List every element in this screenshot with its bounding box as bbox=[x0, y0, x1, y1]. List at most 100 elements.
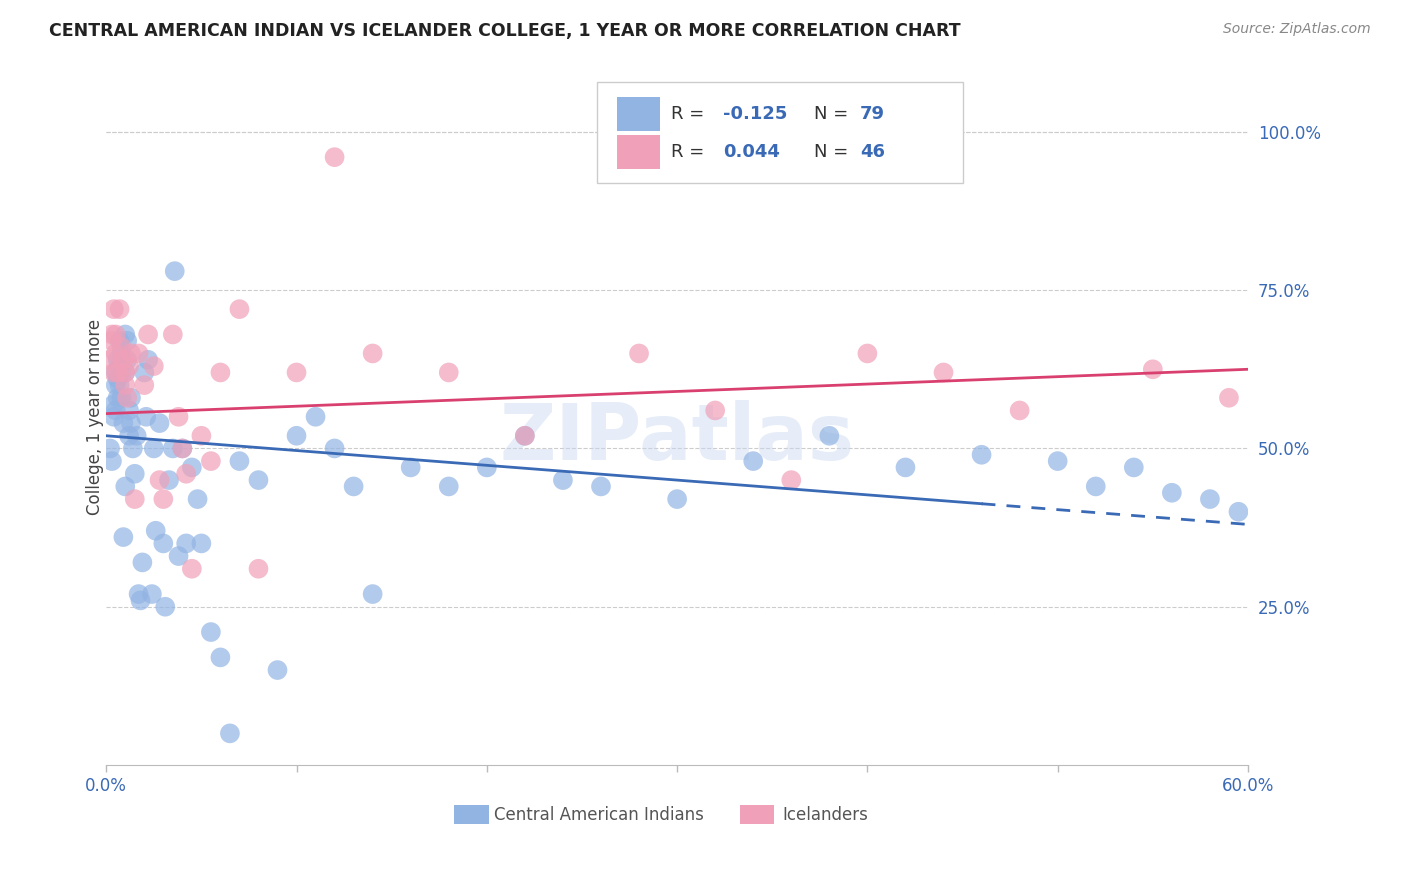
Point bbox=[142, 359, 165, 373]
Point bbox=[1046, 454, 1069, 468]
Point bbox=[157, 473, 180, 487]
Point bbox=[118, 429, 141, 443]
Point bbox=[475, 460, 498, 475]
Point bbox=[343, 479, 366, 493]
Point bbox=[110, 346, 132, 360]
Point bbox=[110, 366, 132, 380]
Point bbox=[1142, 362, 1164, 376]
Point bbox=[399, 460, 422, 475]
Point bbox=[114, 366, 136, 380]
Point bbox=[780, 473, 803, 487]
Point bbox=[856, 346, 879, 360]
Point bbox=[361, 346, 384, 360]
Point bbox=[361, 587, 384, 601]
Point bbox=[437, 366, 460, 380]
Y-axis label: College, 1 year or more: College, 1 year or more bbox=[86, 318, 104, 515]
Point bbox=[115, 352, 138, 367]
Point bbox=[266, 663, 288, 677]
Point bbox=[124, 467, 146, 481]
Point bbox=[1227, 505, 1250, 519]
Point bbox=[107, 352, 129, 367]
Point bbox=[162, 327, 184, 342]
Point bbox=[190, 536, 212, 550]
FancyBboxPatch shape bbox=[598, 82, 963, 184]
Point bbox=[219, 726, 242, 740]
Point bbox=[115, 391, 138, 405]
Point bbox=[666, 492, 689, 507]
Point bbox=[180, 460, 202, 475]
Point bbox=[167, 549, 190, 563]
Point bbox=[209, 366, 232, 380]
Point bbox=[628, 346, 651, 360]
Point bbox=[107, 372, 129, 386]
Point bbox=[118, 403, 141, 417]
Point bbox=[818, 429, 841, 443]
Point bbox=[172, 442, 194, 456]
Point bbox=[167, 409, 190, 424]
Point bbox=[104, 403, 127, 417]
Point bbox=[1218, 391, 1240, 405]
Point bbox=[1008, 403, 1031, 417]
Point bbox=[110, 391, 132, 405]
Point bbox=[120, 346, 142, 360]
Text: Source: ZipAtlas.com: Source: ZipAtlas.com bbox=[1223, 22, 1371, 37]
Point bbox=[134, 378, 156, 392]
FancyBboxPatch shape bbox=[454, 805, 489, 824]
Text: Central American Indians: Central American Indians bbox=[495, 806, 704, 824]
Point bbox=[200, 625, 222, 640]
Point bbox=[200, 454, 222, 468]
Text: R =: R = bbox=[672, 104, 710, 123]
Point bbox=[513, 429, 536, 443]
Point bbox=[932, 366, 955, 380]
FancyBboxPatch shape bbox=[617, 136, 659, 169]
Text: CENTRAL AMERICAN INDIAN VS ICELANDER COLLEGE, 1 YEAR OR MORE CORRELATION CHART: CENTRAL AMERICAN INDIAN VS ICELANDER COL… bbox=[49, 22, 960, 40]
Text: N =: N = bbox=[814, 104, 853, 123]
Point bbox=[145, 524, 167, 538]
Point bbox=[1199, 492, 1222, 507]
Point bbox=[131, 556, 153, 570]
Point bbox=[124, 492, 146, 507]
Point bbox=[285, 366, 308, 380]
Point bbox=[285, 429, 308, 443]
Point bbox=[101, 334, 124, 348]
Point bbox=[108, 359, 131, 373]
Point bbox=[122, 442, 145, 456]
Point bbox=[98, 352, 121, 367]
Point bbox=[112, 352, 135, 367]
Point bbox=[108, 334, 131, 348]
Point bbox=[101, 454, 124, 468]
Point bbox=[437, 479, 460, 493]
Point bbox=[209, 650, 232, 665]
Point bbox=[103, 366, 125, 380]
Point bbox=[114, 327, 136, 342]
Point bbox=[107, 366, 129, 380]
Point bbox=[323, 150, 346, 164]
Point bbox=[115, 334, 138, 348]
Point bbox=[142, 442, 165, 456]
Point bbox=[120, 391, 142, 405]
Point bbox=[1160, 485, 1182, 500]
Point bbox=[970, 448, 993, 462]
Point bbox=[148, 473, 170, 487]
Point bbox=[323, 442, 346, 456]
Point bbox=[108, 378, 131, 392]
Point bbox=[104, 327, 127, 342]
Point bbox=[152, 536, 174, 550]
Point bbox=[172, 442, 194, 456]
FancyBboxPatch shape bbox=[740, 805, 775, 824]
Point bbox=[155, 599, 177, 614]
Point bbox=[107, 391, 129, 405]
Text: 46: 46 bbox=[860, 143, 884, 161]
Point bbox=[118, 359, 141, 373]
Point bbox=[104, 346, 127, 360]
Point bbox=[101, 327, 124, 342]
Point bbox=[114, 479, 136, 493]
Point bbox=[174, 467, 197, 481]
Point bbox=[135, 409, 157, 424]
Text: 0.044: 0.044 bbox=[723, 143, 780, 161]
Point bbox=[129, 593, 152, 607]
FancyBboxPatch shape bbox=[617, 97, 659, 130]
Text: N =: N = bbox=[814, 143, 853, 161]
Point bbox=[112, 530, 135, 544]
Point bbox=[180, 562, 202, 576]
